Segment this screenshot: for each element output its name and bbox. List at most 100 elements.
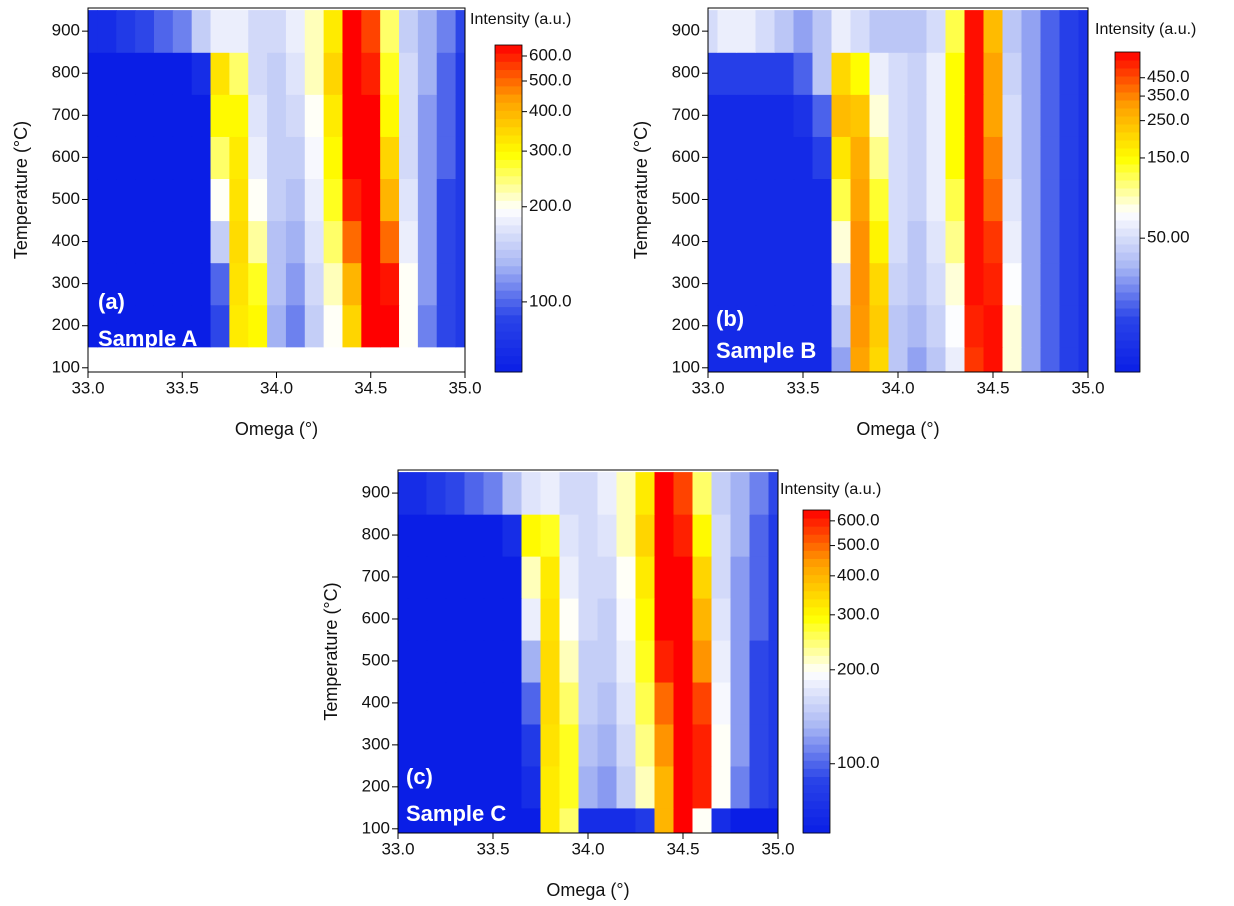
heat-cell xyxy=(248,52,268,95)
heat-cell xyxy=(399,136,419,180)
heat-cell xyxy=(502,597,523,641)
panel-annotation: Sample B xyxy=(716,338,816,363)
heat-cell xyxy=(285,94,306,137)
colorbar-step xyxy=(495,347,522,357)
heat-cell xyxy=(229,52,249,95)
heat-cell xyxy=(736,94,757,137)
heat-cell xyxy=(88,94,99,137)
heat-cell xyxy=(812,262,833,306)
colorbar-step xyxy=(803,792,830,802)
heat-cell xyxy=(399,52,419,95)
colorbar-step xyxy=(803,800,830,810)
heat-cell xyxy=(654,723,675,767)
colorbar-tick-label: 600.0 xyxy=(837,510,880,529)
heat-cell xyxy=(455,262,465,306)
heat-cell xyxy=(888,346,909,372)
heat-cell xyxy=(483,765,504,809)
heat-cell xyxy=(399,304,419,348)
heat-cell xyxy=(399,262,419,306)
heat-cell xyxy=(116,10,136,53)
heat-cell xyxy=(407,723,428,767)
heat-cell xyxy=(210,94,230,137)
heat-cell xyxy=(749,514,770,557)
heat-cell xyxy=(267,262,287,306)
colorbar-step xyxy=(1115,196,1140,205)
heat-cell xyxy=(417,220,438,264)
y-tick-label: 500 xyxy=(362,650,390,669)
heat-cell xyxy=(616,723,637,767)
heat-cell xyxy=(304,178,325,222)
colorbar-step xyxy=(495,282,522,291)
heat-cell xyxy=(831,304,852,348)
heat-cell xyxy=(1078,178,1088,222)
colorbar-step xyxy=(495,241,522,250)
heat-cell xyxy=(267,178,287,222)
heat-cell xyxy=(692,514,713,557)
heat-cell xyxy=(436,10,457,53)
colorbar-tick-label: 450.0 xyxy=(1147,67,1190,86)
heat-cell xyxy=(736,220,757,264)
heat-cell xyxy=(983,136,1004,180)
heat-cell xyxy=(1040,136,1061,180)
heat-cell xyxy=(635,639,656,683)
heat-cell xyxy=(407,514,428,557)
heat-cell xyxy=(1002,346,1023,372)
colorbar-step xyxy=(803,574,830,584)
heat-cell xyxy=(964,52,985,95)
colorbar-tick-label: 50.00 xyxy=(1147,228,1190,247)
heat-cell xyxy=(304,94,325,137)
heat-cell xyxy=(172,94,193,137)
heat-cell xyxy=(926,94,947,137)
colorbar-step xyxy=(803,784,830,794)
heat-cell xyxy=(380,262,400,306)
heat-cell xyxy=(869,10,890,53)
heat-cell xyxy=(597,597,618,641)
heat-cell xyxy=(1021,136,1042,180)
heat-cell xyxy=(1002,136,1023,180)
heat-cell xyxy=(850,220,871,264)
heat-cell xyxy=(578,556,599,599)
heat-cell xyxy=(736,304,757,348)
colorbar-step xyxy=(803,582,830,592)
heat-cell xyxy=(708,262,719,306)
heat-cell xyxy=(736,136,757,180)
heat-cell xyxy=(559,472,580,515)
colorbar-step xyxy=(803,824,830,834)
heat-cell xyxy=(342,10,362,53)
heat-cell xyxy=(361,220,381,264)
heat-cell xyxy=(964,304,985,348)
heat-cell xyxy=(1002,52,1023,95)
heat-cell xyxy=(540,765,561,809)
heat-cell xyxy=(342,262,362,306)
heat-cell xyxy=(850,262,871,306)
heat-cell xyxy=(869,178,890,222)
heat-cell xyxy=(692,765,713,809)
heat-cell xyxy=(888,10,909,53)
heat-cell xyxy=(831,136,852,180)
heat-cell xyxy=(153,10,174,53)
heat-cell xyxy=(248,304,268,348)
heat-cell xyxy=(323,178,344,222)
heat-cell xyxy=(793,52,814,95)
panel-annotation: Sample C xyxy=(406,801,506,826)
heat-cell xyxy=(926,220,947,264)
heat-cell xyxy=(1078,52,1088,95)
heat-cell xyxy=(436,220,457,264)
colorbar-step xyxy=(495,257,522,267)
heat-cell xyxy=(398,472,409,515)
heat-cell xyxy=(1040,304,1061,348)
heat-cell xyxy=(812,136,833,180)
heat-cell xyxy=(983,346,1004,372)
x-tick-label: 33.0 xyxy=(381,839,414,858)
heat-cell xyxy=(597,472,618,515)
heat-cell xyxy=(172,10,193,53)
heat-cell xyxy=(616,681,637,725)
y-tick-label: 800 xyxy=(362,525,390,544)
heat-cell xyxy=(97,304,117,348)
heat-cell xyxy=(730,514,751,557)
y-tick-label: 600 xyxy=(52,147,80,166)
panel-annotation: (a) xyxy=(98,289,125,314)
heat-cell xyxy=(172,136,193,180)
y-tick-label: 900 xyxy=(672,21,700,40)
